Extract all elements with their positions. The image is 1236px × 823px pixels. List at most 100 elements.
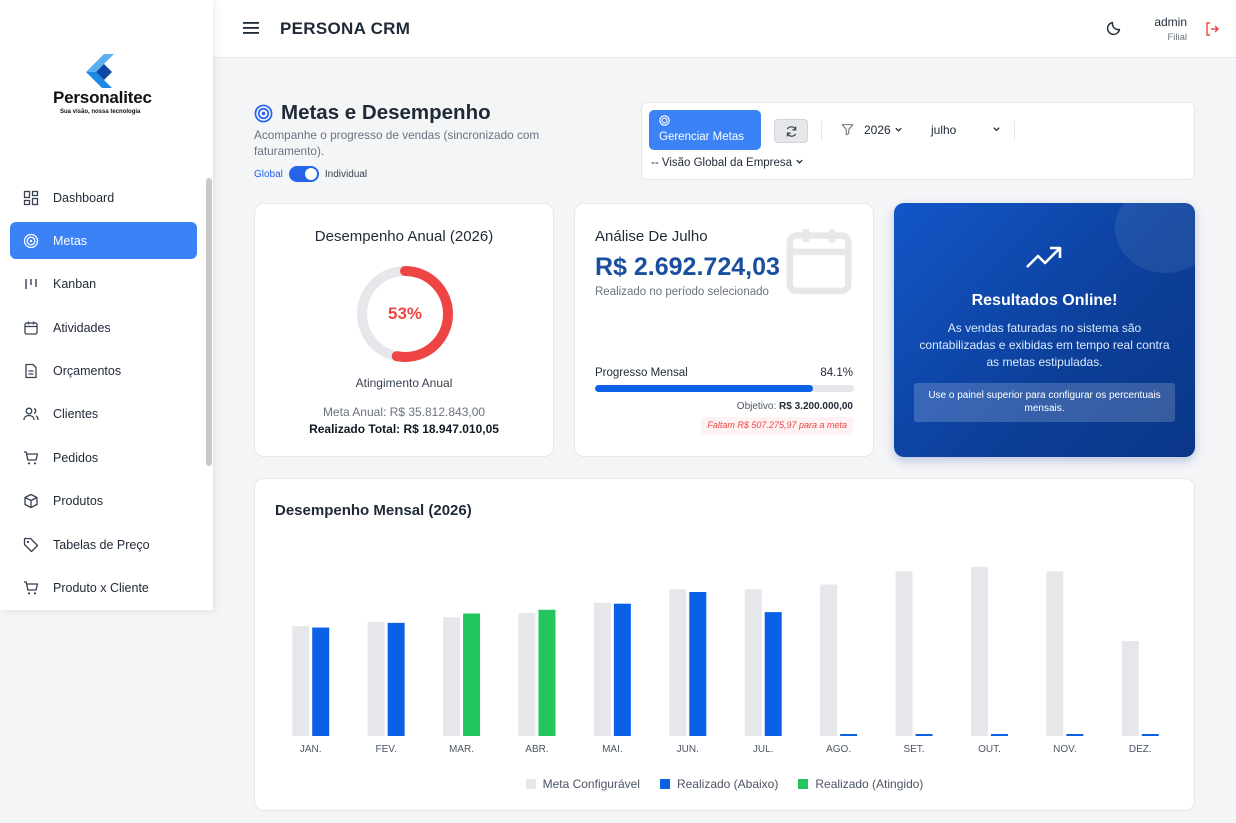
online-description: As vendas faturadas no sistema são conta…	[919, 321, 1170, 369]
bar-meta-nov[interactable]	[1046, 571, 1064, 736]
bar-realizado-abr[interactable]	[538, 609, 556, 736]
divider	[821, 121, 822, 141]
bar-meta-mar[interactable]	[443, 617, 461, 736]
bar-realizado-jan[interactable]	[312, 627, 330, 736]
brand-name: Personalitec	[53, 88, 152, 107]
sidebar-item-orcamentos[interactable]: Orçamentos	[10, 353, 197, 390]
chevron-down-icon	[993, 127, 1000, 132]
legend-item[interactable]: Realizado (Atingido)	[798, 777, 923, 791]
x-tick-label: OUT.	[978, 744, 1001, 755]
bar-realizado-nov[interactable]	[1066, 734, 1084, 736]
logout-icon[interactable]	[1204, 21, 1220, 37]
bar-meta-fev[interactable]	[367, 621, 385, 736]
filter-bar: Gerenciar Metas 2026 julho -- Visão Glob…	[641, 102, 1195, 180]
page-title: Metas e Desempenho	[254, 101, 491, 125]
sidebar-item-produto-x-cliente[interactable]: Produto x Cliente	[10, 570, 197, 607]
bar-meta-out[interactable]	[970, 566, 988, 736]
annual-performance-card: Desempenho Anual (2026) 53% Atingimento …	[254, 203, 554, 457]
user-info[interactable]: admin Filial	[1154, 15, 1187, 43]
refresh-button[interactable]	[774, 119, 808, 143]
manage-goals-button[interactable]: Gerenciar Metas	[649, 110, 761, 150]
monthly-analysis-card: Análise De Julho R$ 2.692.724,03 Realiza…	[574, 203, 874, 457]
sidebar-item-atividades[interactable]: Atividades	[10, 309, 197, 346]
moon-icon[interactable]	[1106, 20, 1122, 36]
annual-percent: 53%	[387, 304, 423, 323]
view-switch[interactable]	[288, 166, 319, 182]
bar-realizado-dez[interactable]	[1141, 734, 1159, 736]
bar-meta-jun[interactable]	[669, 589, 687, 736]
remaining-badge: Faltam R$ 507.275,97 para a meta	[701, 417, 853, 435]
x-tick-label: NOV.	[1053, 744, 1077, 755]
brand-logo: Personalitec Sua visão, nossa tecnologia	[50, 52, 170, 122]
divider	[1014, 121, 1015, 141]
bar-realizado-fev[interactable]	[387, 622, 405, 736]
sidebar-item-dashboard[interactable]: Dashboard	[10, 179, 197, 216]
month-select-value: julho	[931, 123, 957, 137]
online-results-card: Resultados Online! As vendas faturadas n…	[894, 203, 1195, 457]
bar-realizado-ago[interactable]	[840, 734, 858, 736]
legend-item[interactable]: Meta Configurável	[525, 777, 640, 791]
sidebar-scrollbar[interactable]	[206, 178, 212, 466]
sidebar-item-clientes[interactable]: Clientes	[10, 396, 197, 433]
page-title-text: Metas e Desempenho	[281, 101, 491, 124]
x-tick-label: MAI.	[602, 744, 623, 755]
legend-swatch	[525, 779, 536, 789]
sidebar-item-label: Produtos	[53, 494, 104, 509]
sidebar-item-kanban[interactable]: Kanban	[10, 266, 197, 303]
chevron-down-icon	[895, 127, 902, 132]
toggle-individual-label: Individual	[324, 168, 368, 180]
x-tick-label: MAR.	[449, 744, 474, 755]
bar-meta-jul[interactable]	[744, 589, 762, 736]
sidebar-item-label: Metas	[53, 233, 88, 248]
sidebar-item-label: Clientes	[53, 407, 99, 422]
bar-realizado-jun[interactable]	[689, 592, 707, 736]
chevron-down-icon	[796, 159, 803, 164]
bar-meta-abr[interactable]	[518, 613, 536, 736]
sidebar-item-label: Dashboard	[53, 190, 115, 205]
annual-donut	[357, 266, 453, 362]
month-select[interactable]: julho	[931, 123, 1001, 137]
legend-item[interactable]: Realizado (Abaixo)	[659, 777, 778, 791]
target-icon	[659, 115, 670, 126]
scope-select[interactable]: -- Visão Global da Empresa	[651, 157, 804, 169]
bar-meta-mai[interactable]	[593, 602, 611, 736]
x-tick-label: AGO.	[826, 744, 851, 755]
hamburger-menu-icon[interactable]	[243, 21, 259, 35]
bar-realizado-jul[interactable]	[764, 612, 782, 736]
bar-realizado-mai[interactable]	[613, 603, 631, 736]
online-title: Resultados Online!	[971, 292, 1118, 309]
users-icon	[23, 406, 39, 422]
toggle-global-label: Global	[254, 168, 283, 180]
objective-value: R$ 3.200.000,00	[779, 401, 853, 412]
bar-realizado-set[interactable]	[915, 734, 933, 736]
bar-meta-ago[interactable]	[820, 584, 838, 736]
chart-title: Desempenho Mensal (2026)	[275, 502, 472, 519]
x-tick-label: SET.	[903, 744, 924, 755]
progress-percent: 84.1%	[820, 367, 853, 379]
online-hint: Use o painel superior para configurar os…	[914, 383, 1175, 422]
calendar-icon	[786, 229, 852, 295]
x-tick-label: DEZ.	[1129, 744, 1152, 755]
sidebar: Personalitec Sua visão, nossa tecnologia…	[0, 0, 213, 610]
legend-swatch	[659, 779, 670, 789]
user-role: Filial	[1167, 32, 1187, 43]
document-icon	[23, 363, 39, 379]
sidebar-nav: Dashboard Metas Kanban Atividades Orçamentos…	[10, 179, 197, 613]
monthly-card-title: Análise De Julho	[595, 228, 708, 245]
bar-meta-set[interactable]	[895, 571, 913, 736]
year-select[interactable]: 2026	[864, 123, 903, 137]
sidebar-item-produtos[interactable]: Produtos	[10, 483, 197, 520]
sidebar-item-metas[interactable]: Metas	[10, 222, 197, 260]
manage-goals-label: Gerenciar Metas	[659, 131, 745, 143]
bar-meta-jan[interactable]	[292, 626, 310, 736]
user-name: admin	[1154, 15, 1187, 29]
bar-realizado-out[interactable]	[990, 734, 1008, 736]
annual-donut-progress	[357, 266, 453, 362]
sidebar-item-label: Produto x Cliente	[53, 581, 149, 596]
sidebar-item-tabelas-de-preco[interactable]: Tabelas de Preço	[10, 526, 197, 563]
sidebar-item-label: Pedidos	[53, 450, 99, 465]
bar-realizado-mar[interactable]	[463, 613, 481, 736]
legend-swatch	[798, 779, 809, 789]
sidebar-item-pedidos[interactable]: Pedidos	[10, 439, 197, 476]
bar-meta-dez[interactable]	[1121, 641, 1139, 736]
